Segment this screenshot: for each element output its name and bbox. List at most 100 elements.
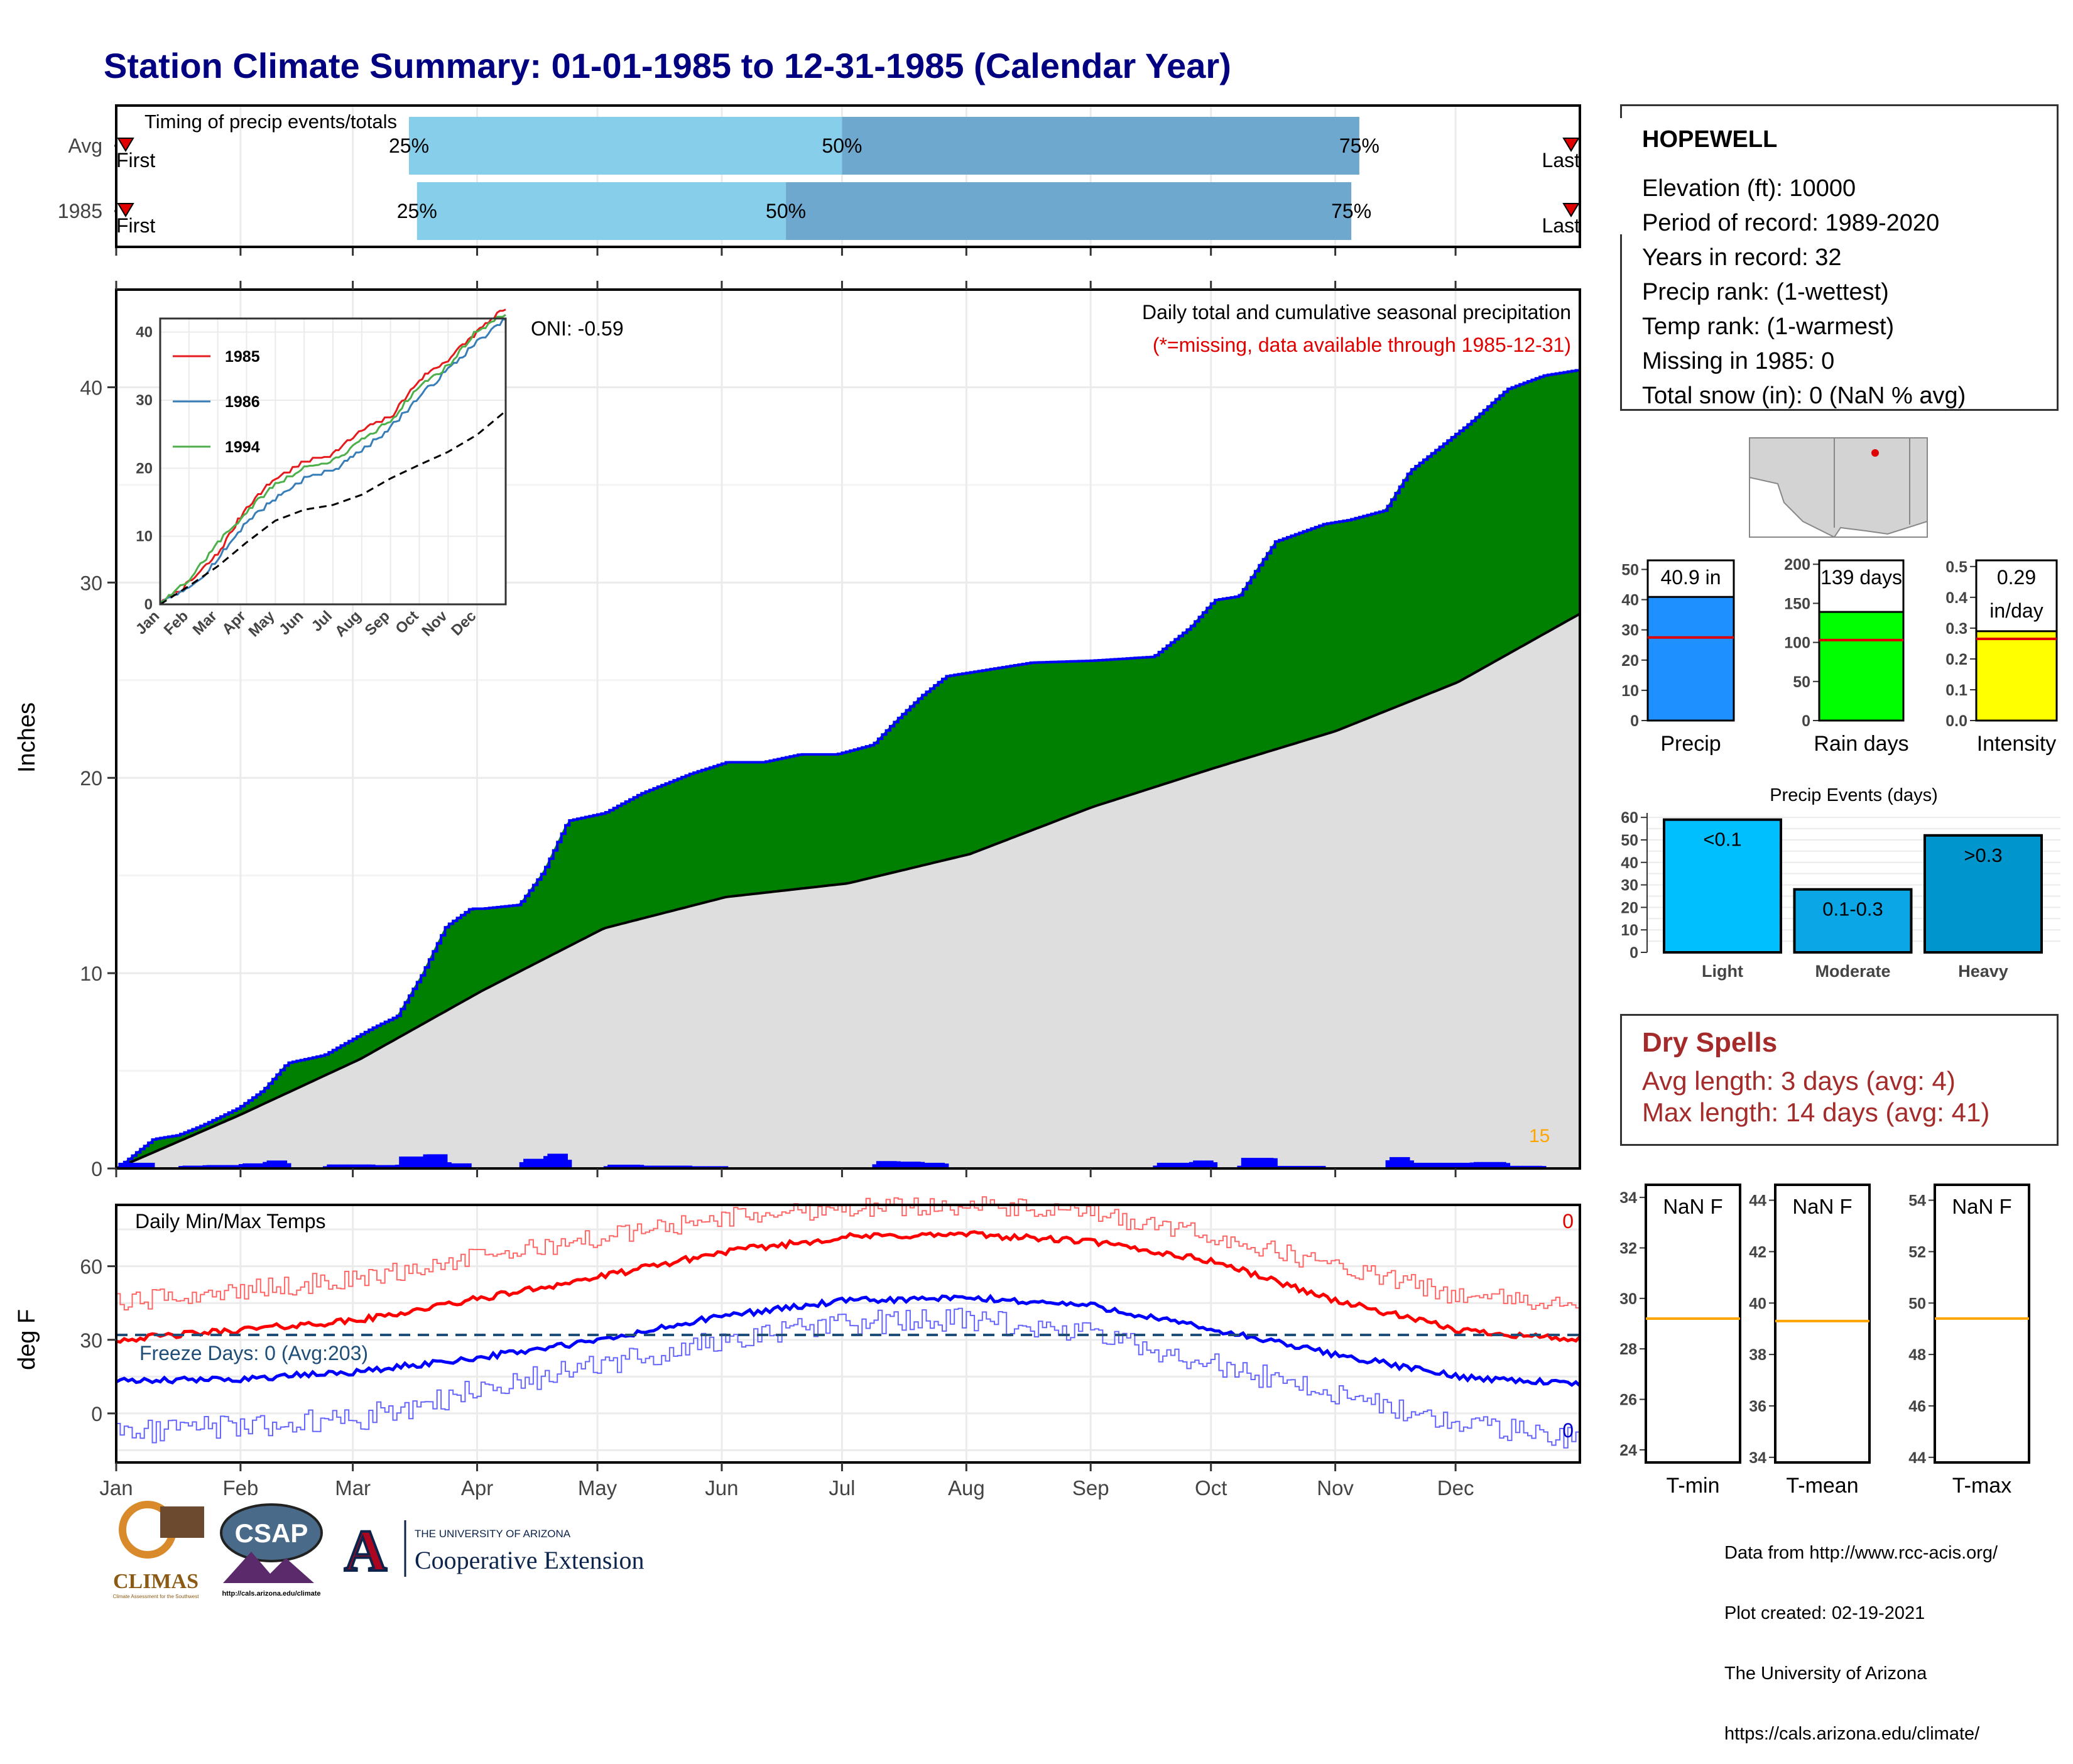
- daily-precip-bar: [1461, 1162, 1466, 1168]
- timing-pct-25: 25%: [397, 200, 437, 222]
- events-y-tick-label: 30: [1621, 877, 1638, 895]
- daily-precip-bar: [1385, 1160, 1390, 1168]
- daily-precip-bar: [379, 1165, 384, 1168]
- freeze-days-label: Freeze Days: 0 (Avg:203): [139, 1342, 368, 1364]
- daily-precip-bar: [912, 1162, 917, 1168]
- daily-precip-bar: [892, 1161, 897, 1168]
- daily-precip-bar: [399, 1157, 404, 1168]
- daily-precip-bar: [639, 1165, 645, 1168]
- daily-precip-bar: [1321, 1165, 1326, 1168]
- oni-label: ONI: -0.59: [531, 317, 624, 340]
- daily-precip-bar: [1156, 1162, 1162, 1168]
- timing-right-mask: [1582, 118, 1632, 234]
- inset-y-tick-label: 30: [136, 392, 153, 409]
- tbar-y-tick-label: 28: [1619, 1341, 1637, 1358]
- daily-precip-bar: [455, 1163, 460, 1168]
- inset-legend-label: 1985: [225, 348, 260, 366]
- daily-precip-bar: [1481, 1162, 1486, 1168]
- main-annotation-subtitle: (*=missing, data available through 1985-…: [1153, 334, 1571, 356]
- mini-category-label: Intensity: [1977, 732, 2057, 756]
- events-bar: [1793, 888, 1913, 954]
- daily-precip-bar: [1510, 1165, 1515, 1168]
- daily-precip-bar: [880, 1161, 885, 1168]
- map-outside-area: [1749, 476, 1835, 538]
- daily-precip-bar: [1313, 1165, 1318, 1168]
- main-annotation-title: Daily total and cumulative seasonal prec…: [1142, 301, 1571, 324]
- station-missing: Missing in 1985: 0: [1642, 348, 1835, 374]
- daily-precip-bar: [872, 1164, 877, 1168]
- timing-left-mask: [66, 118, 114, 234]
- inset-series-1994: [160, 313, 506, 603]
- daily-precip-bar: [263, 1162, 268, 1168]
- daily-precip-bar: [680, 1165, 685, 1168]
- daily-precip-bar: [1434, 1162, 1439, 1168]
- mini-value-bar: [1818, 611, 1905, 722]
- daily-precip-bar: [347, 1164, 352, 1168]
- daily-precip-bar: [1161, 1162, 1166, 1168]
- daily-precip-bar: [535, 1158, 540, 1168]
- daily-precip-bar: [1441, 1162, 1446, 1168]
- month-tick-label: Oct: [1195, 1476, 1227, 1500]
- daily-precip-bar: [1445, 1162, 1450, 1168]
- climas-logo-icon: [160, 1506, 204, 1538]
- mini-y-tick-label: 40: [1621, 592, 1639, 609]
- daily-precip-bar: [631, 1164, 636, 1168]
- station-elevation: Elevation (ft): 10000: [1642, 175, 1856, 202]
- footer-line-data-source: Data from http://www.rcc-acis.org/: [1724, 1543, 1998, 1563]
- daily-precip-bar: [1538, 1165, 1543, 1168]
- daily-precip-bar: [1422, 1162, 1427, 1168]
- daily-precip-bar: [351, 1164, 356, 1168]
- daily-precip-bar: [134, 1162, 139, 1168]
- daily-precip-bar: [415, 1157, 420, 1168]
- timing-pct-50: 50%: [822, 134, 862, 157]
- daily-precip-bar: [667, 1165, 672, 1168]
- mini-y-tick-label: 200: [1784, 556, 1810, 574]
- daily-precip-bar: [563, 1153, 568, 1168]
- daily-precip-bar: [1457, 1162, 1462, 1168]
- inset-legend-label: 1986: [225, 393, 260, 411]
- mini-y-tick-label: 10: [1621, 682, 1639, 700]
- daily-precip-bar: [447, 1162, 452, 1168]
- month-tick-label: Jun: [705, 1476, 738, 1500]
- summary-bar-charts: 0 10 20 30 40 50 40.9 in Precip 0 50 100 150 200 139 …: [1621, 556, 2058, 756]
- events-bar-label: <0.1: [1703, 829, 1741, 851]
- month-tick-label: Sep: [1072, 1476, 1109, 1500]
- daily-precip-bar: [142, 1162, 147, 1168]
- daily-precip-bar: [660, 1165, 665, 1168]
- daily-precip-bar: [439, 1154, 444, 1168]
- daily-precip-bar: [559, 1153, 564, 1168]
- daily-precip-bar: [1249, 1158, 1254, 1168]
- station-temp-rank: Temp rank: (1-warmest): [1642, 313, 1895, 340]
- daily-precip-bar: [1533, 1165, 1538, 1168]
- daily-precip-bar: [1437, 1162, 1442, 1168]
- observed-cumulative-line: [116, 369, 1581, 1170]
- inset-series-1985: [159, 308, 506, 605]
- tbar-y-tick-label: 30: [1619, 1290, 1637, 1308]
- daily-precip-bar: [539, 1158, 544, 1168]
- daily-precip-bar: [419, 1157, 424, 1168]
- daily-precip-bar: [876, 1161, 881, 1168]
- inset-y-tick-label: 10: [136, 528, 153, 545]
- daily-precip-bar: [362, 1164, 367, 1168]
- daily-precip-bar: [150, 1162, 155, 1168]
- temp-border: [115, 1204, 1581, 1464]
- mini-y-tick-label: 0.1: [1945, 682, 1967, 699]
- daily-precip-bar: [1277, 1165, 1282, 1168]
- daily-precip-bar: [1454, 1162, 1459, 1168]
- daily-precip-bar: [916, 1162, 921, 1168]
- daily-precip-bar: [391, 1165, 396, 1168]
- daily-precip-bar: [1213, 1162, 1218, 1168]
- tbar-y-tick-label: 34: [1749, 1449, 1766, 1467]
- daily-precip-bar: [1245, 1158, 1250, 1168]
- daily-precip-bar: [1289, 1165, 1294, 1168]
- events-bar: [1663, 818, 1782, 954]
- tbar-y-tick-label: 48: [1908, 1346, 1926, 1364]
- footer-line-website: https://cals.arizona.edu/climate/: [1724, 1724, 1980, 1744]
- month-tick-label: Dec: [1437, 1476, 1474, 1500]
- daily-precip-bar: [1273, 1158, 1278, 1168]
- tbar-y-tick-label: 52: [1908, 1243, 1926, 1261]
- daily-precip-bar: [932, 1162, 937, 1168]
- mini-y-tick-label: 0.3: [1945, 620, 1967, 638]
- mini-y-tick-label: 0.4: [1945, 589, 1967, 607]
